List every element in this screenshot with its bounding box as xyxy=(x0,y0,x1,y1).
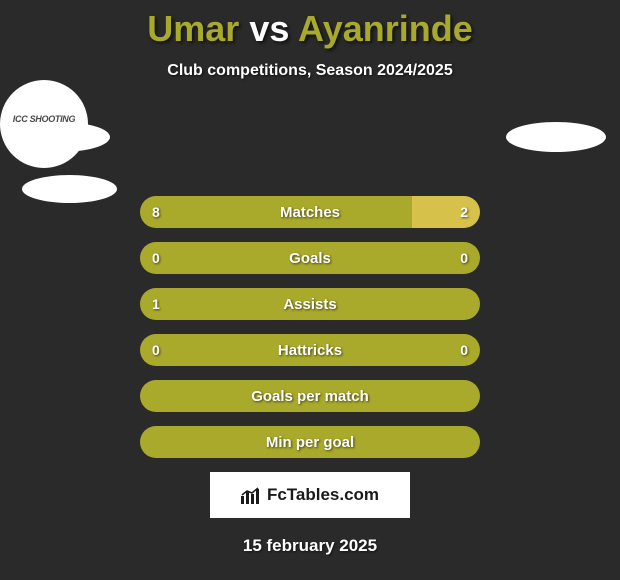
subtitle: Club competitions, Season 2024/2025 xyxy=(0,62,620,80)
stat-left-value: 1 xyxy=(152,288,160,320)
vs-text: vs xyxy=(249,8,289,49)
stat-label: Hattricks xyxy=(140,334,480,366)
date-text: 15 february 2025 xyxy=(0,536,620,556)
stat-label: Matches xyxy=(140,196,480,228)
stats-container: Matches82Goals00Assists1Hattricks00Goals… xyxy=(0,196,620,458)
stat-right-value: 2 xyxy=(460,196,468,228)
stat-label: Goals per match xyxy=(140,380,480,412)
comparison-title: Umar vs Ayanrinde xyxy=(0,0,620,50)
stat-label: Min per goal xyxy=(140,426,480,458)
stat-left-value: 0 xyxy=(152,334,160,366)
stat-left-value: 0 xyxy=(152,242,160,274)
brand-text: FcTables.com xyxy=(267,485,379,505)
player2-badge-top xyxy=(506,122,606,152)
stat-label: Goals xyxy=(140,242,480,274)
chart-icon xyxy=(241,486,261,504)
player1-badge-top xyxy=(10,122,110,152)
player1-name: Umar xyxy=(147,8,239,49)
stat-row: Assists1 xyxy=(140,288,480,320)
stat-right-value: 0 xyxy=(460,242,468,274)
stat-row: Min per goal xyxy=(140,426,480,458)
stat-label: Assists xyxy=(140,288,480,320)
stat-row: Goals per match xyxy=(140,380,480,412)
brand-box[interactable]: FcTables.com xyxy=(210,472,410,518)
player2-name: Ayanrinde xyxy=(298,8,473,49)
stat-right-value: 0 xyxy=(460,334,468,366)
stat-row: Hattricks0 0 xyxy=(140,334,480,366)
stat-left-value: 8 xyxy=(152,196,160,228)
stat-row: Goals0 0 xyxy=(140,242,480,274)
stat-row: Matches8 2 xyxy=(140,196,480,228)
